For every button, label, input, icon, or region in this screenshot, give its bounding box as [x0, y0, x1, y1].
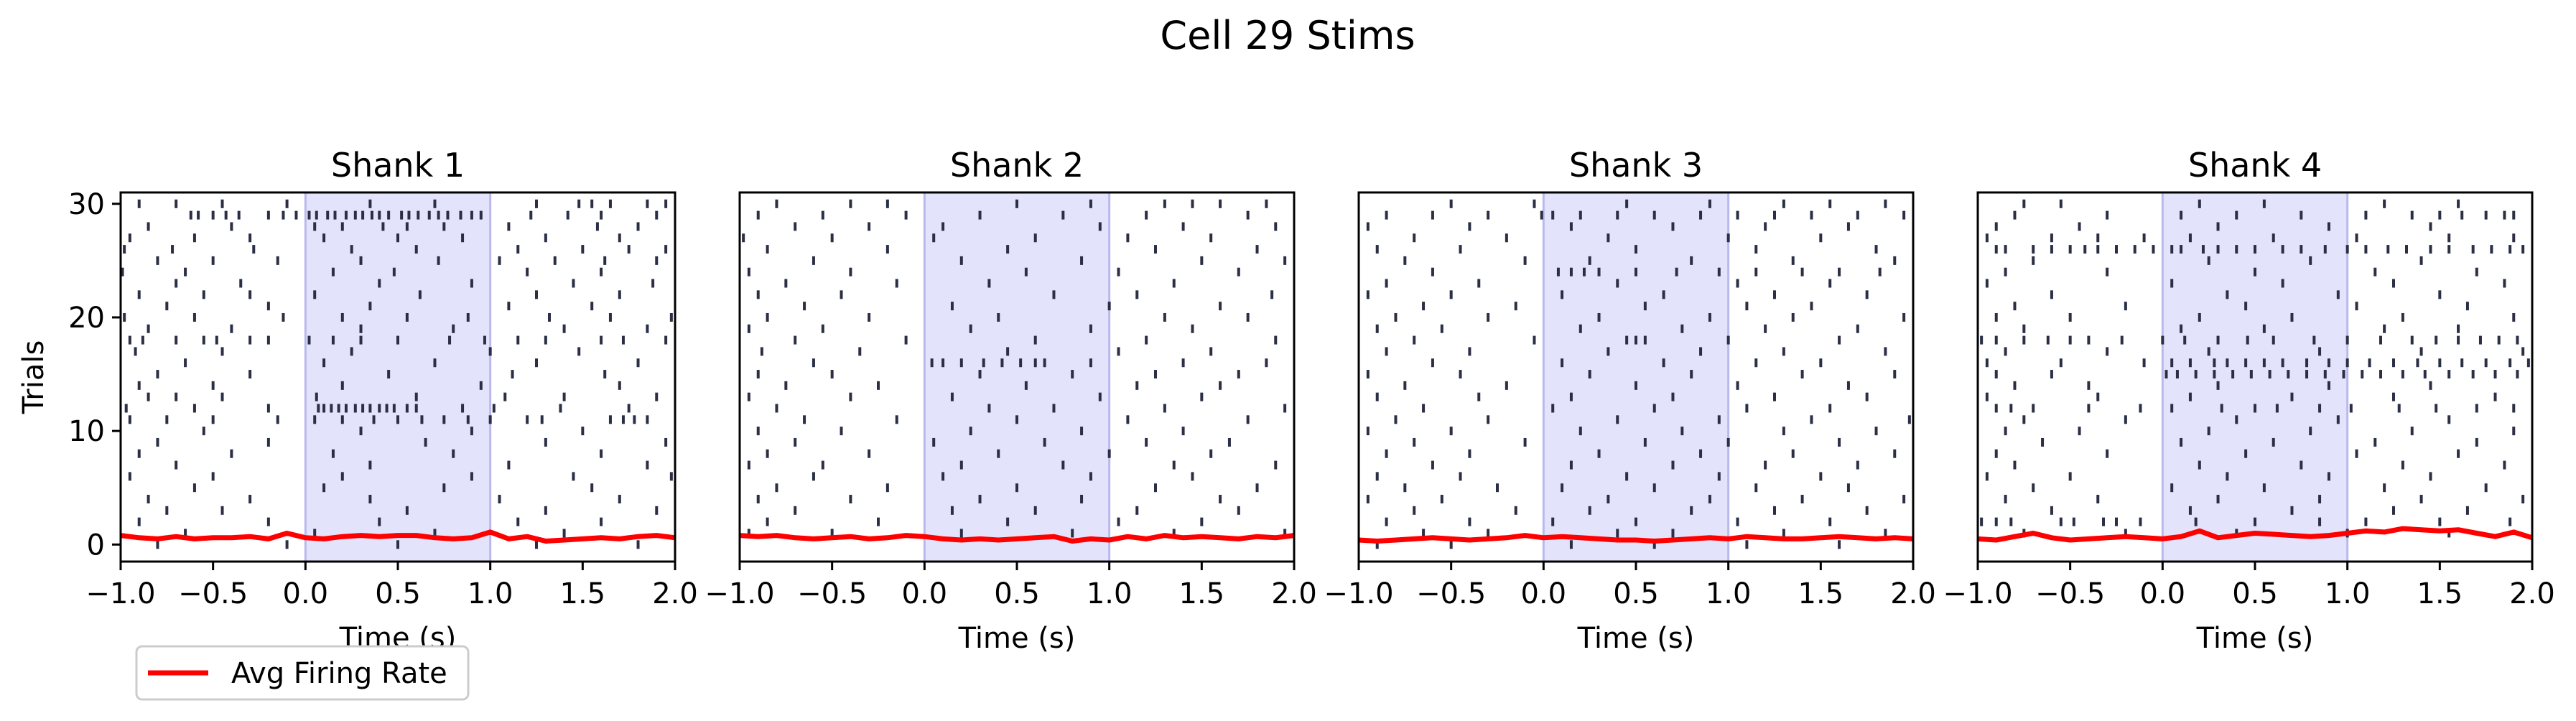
- y-tick-label: 0: [87, 529, 105, 562]
- spike-raster: [1366, 199, 1911, 549]
- spike-raster: [742, 199, 1287, 538]
- avg-firing-rate-line: [739, 533, 1295, 544]
- x-tick-label: 1.0: [468, 577, 513, 610]
- x-tick-label: 0.5: [375, 577, 421, 610]
- avg-firing-rate-line: [1977, 526, 2534, 543]
- subplot-shank-2: −1.0 −0.5 0.0 0.5 1.0 1.5 2.0 Shank 2 Time (s): [705, 146, 1316, 655]
- stim-window: [2161, 191, 2349, 563]
- subplot-title: Shank 4: [2188, 146, 2322, 185]
- x-tick-label: 1.5: [560, 577, 606, 610]
- x-tick-label: 0.5: [994, 577, 1040, 610]
- x-tick-label: 0.0: [2140, 577, 2186, 610]
- x-tick-label: −1.0: [1943, 577, 2012, 610]
- legend: Avg Firing Rate: [135, 645, 470, 701]
- x-tick-label: −1.0: [705, 577, 774, 610]
- x-tick-label: 0.0: [1521, 577, 1567, 610]
- y-axis-label: Trials: [17, 340, 50, 415]
- x-axis-label: Time (s): [2196, 622, 2314, 655]
- avg-firing-rate-line: [120, 529, 676, 544]
- avg-firing-rate-line: [1358, 533, 1914, 544]
- x-tick-label: −0.5: [178, 577, 248, 610]
- x-tick-label: −0.5: [2035, 577, 2105, 610]
- x-tick-label: 0.5: [1613, 577, 1659, 610]
- x-tick-label: 1.0: [1087, 577, 1133, 610]
- subplot-shank-3: −1.0 −0.5 0.0 0.5 1.0 1.5 2.0 Shank 3 Time (s): [1324, 146, 1935, 655]
- x-tick-label: 2.0: [1890, 577, 1936, 610]
- subplot-title: Shank 2: [950, 146, 1084, 185]
- spike-raster: [1980, 199, 2530, 538]
- subplot-panels: −1.0 −0.5 0.0 0.5 1.0 1.5 2.0 0 10 20 30 Shank 1 Tim…: [17, 146, 2555, 655]
- stim-window: [923, 191, 1111, 563]
- subplot-title: Shank 3: [1569, 146, 1703, 185]
- x-axis-label: Time (s): [1577, 622, 1695, 655]
- x-tick-label: 0.0: [902, 577, 948, 610]
- y-tick-label: 20: [68, 302, 105, 335]
- x-tick-label: 1.0: [2325, 577, 2371, 610]
- subplot-title: Shank 1: [331, 146, 465, 185]
- x-tick-label: −0.5: [1416, 577, 1486, 610]
- x-tick-label: 2.0: [2509, 577, 2555, 610]
- x-tick-label: −1.0: [1324, 577, 1393, 610]
- legend-frame: [135, 645, 470, 701]
- x-tick-label: 1.0: [1706, 577, 1752, 610]
- x-tick-label: −1.0: [85, 577, 155, 610]
- y-tick-label: 30: [68, 188, 105, 221]
- legend-label: Avg Firing Rate: [231, 657, 447, 690]
- figure-title: Cell 29 Stims: [1160, 13, 1415, 58]
- y-tick-label: 10: [68, 415, 105, 448]
- stim-window: [1542, 191, 1730, 563]
- stim-window: [304, 191, 492, 563]
- x-tick-label: 0.5: [2232, 577, 2278, 610]
- x-tick-label: 1.5: [1179, 577, 1225, 610]
- x-axis-label: Time (s): [958, 622, 1076, 655]
- x-tick-label: 0.0: [283, 577, 329, 610]
- x-tick-label: 1.5: [2417, 577, 2463, 610]
- x-tick-label: 1.5: [1798, 577, 1844, 610]
- x-tick-label: 2.0: [652, 577, 698, 610]
- x-tick-label: −0.5: [797, 577, 867, 610]
- subplot-shank-4: −1.0 −0.5 0.0 0.5 1.0 1.5 2.0 Shank 4 Time (s): [1943, 146, 2554, 655]
- x-tick-label: 2.0: [1271, 577, 1317, 610]
